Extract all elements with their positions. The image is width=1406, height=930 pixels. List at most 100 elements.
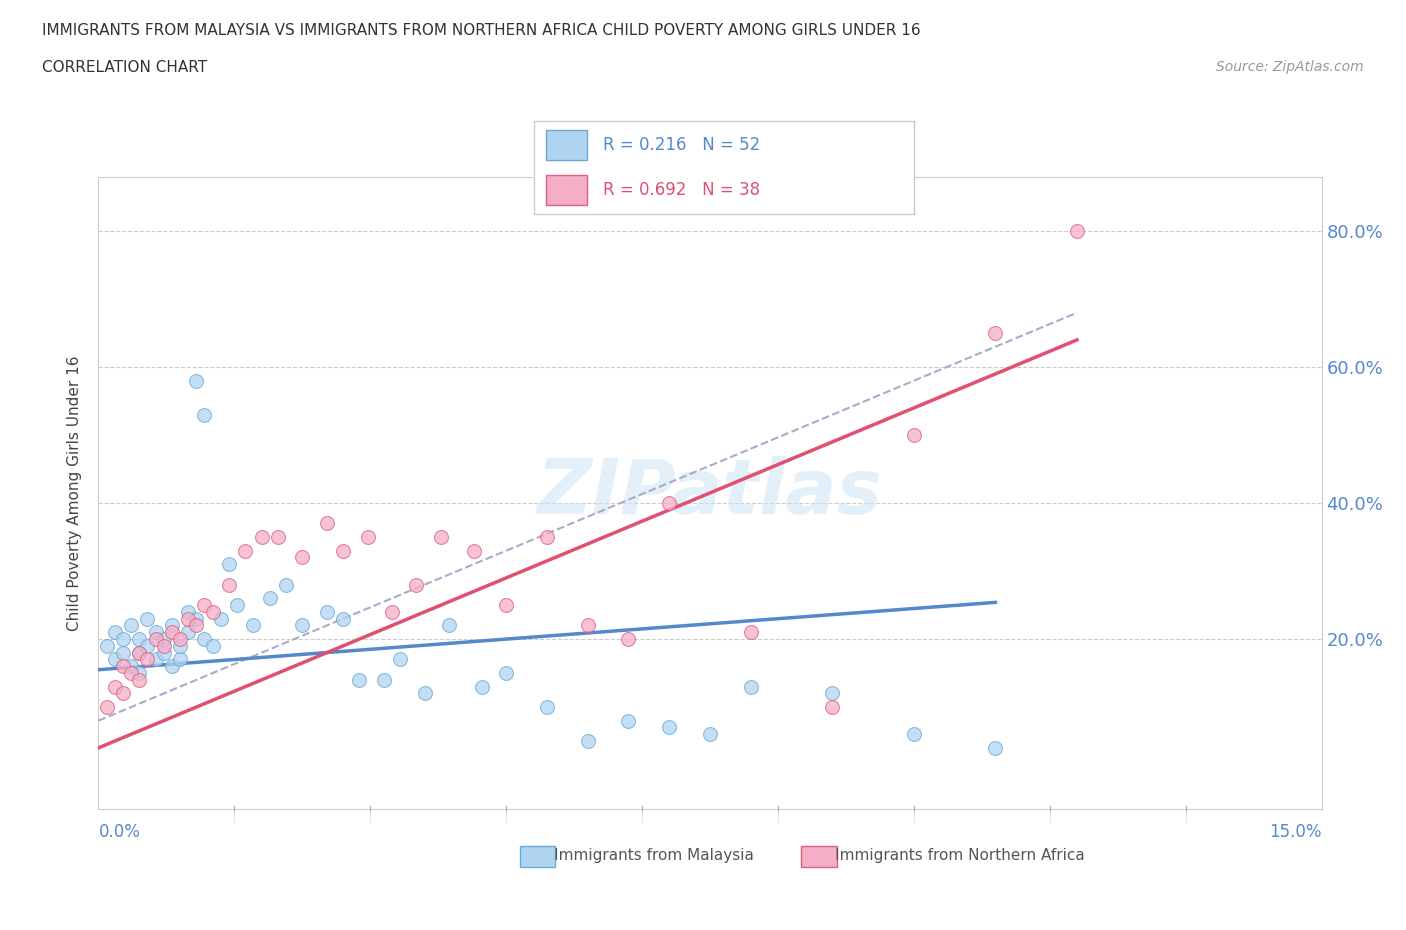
Point [186,373,208,388]
Text: IMMIGRANTS FROM MALAYSIA VS IMMIGRANTS FROM NORTHERN AFRICA CHILD POVERTY AMONG : IMMIGRANTS FROM MALAYSIA VS IMMIGRANTS F… [42,23,921,38]
Point [193,598,215,613]
Point [218,578,240,592]
Point [177,604,200,619]
Point [617,631,640,646]
Point [111,686,134,701]
Text: R = 0.692   N = 38: R = 0.692 N = 38 [603,180,759,199]
Point [903,428,925,443]
Point [160,618,183,633]
Point [984,326,1007,340]
Point [177,625,200,640]
Point [160,625,183,640]
Point [136,652,159,667]
Point [332,543,354,558]
Point [1066,223,1088,238]
Point [169,639,191,654]
Point [242,618,264,633]
Point [128,645,150,660]
Point [463,543,485,558]
Point [104,679,127,694]
Point [389,652,412,667]
Point [356,530,378,545]
Point [111,645,134,660]
Point [128,631,150,646]
Point [186,618,208,633]
Point [209,611,232,626]
Point [495,598,517,613]
Point [658,720,681,735]
Point [536,699,558,714]
Point [136,611,159,626]
Text: Source: ZipAtlas.com: Source: ZipAtlas.com [1216,60,1364,74]
Point [267,530,290,545]
Text: Immigrants from Northern Africa: Immigrants from Northern Africa [801,848,1085,863]
Point [495,666,517,681]
Point [96,699,118,714]
Point [193,407,215,422]
Point [740,625,762,640]
Point [332,611,354,626]
Point [291,618,314,633]
Point [177,611,200,626]
Point [145,652,167,667]
Point [576,618,599,633]
Point [984,740,1007,755]
Point [145,625,167,640]
Point [128,645,150,660]
Text: ZIPatlas: ZIPatlas [537,456,883,530]
Point [373,672,395,687]
Text: R = 0.216   N = 52: R = 0.216 N = 52 [603,136,759,154]
Point [104,625,127,640]
Point [349,672,371,687]
Point [699,727,721,742]
Point [111,631,134,646]
Point [471,679,494,694]
Point [120,666,142,681]
Point [576,734,599,749]
Point [903,727,925,742]
Point [104,652,127,667]
Point [96,639,118,654]
Point [128,666,150,681]
Text: Immigrants from Malaysia: Immigrants from Malaysia [520,848,754,863]
Point [152,631,174,646]
Point [169,631,191,646]
Point [186,611,208,626]
Point [291,550,314,565]
Point [169,652,191,667]
Point [193,631,215,646]
Point [152,639,174,654]
Point [413,686,436,701]
Point [111,658,134,673]
Point [136,639,159,654]
Point [437,618,460,633]
Point [315,516,337,531]
Text: 15.0%: 15.0% [1270,823,1322,841]
Point [226,598,249,613]
Point [381,604,404,619]
Point [145,631,167,646]
Point [128,672,150,687]
Text: CORRELATION CHART: CORRELATION CHART [42,60,207,75]
Point [658,496,681,511]
Bar [546,175,588,205]
Point [120,658,142,673]
Text: 0.0%: 0.0% [98,823,141,841]
Point [218,557,240,572]
Y-axis label: Child Poverty Among Girls Under 16: Child Poverty Among Girls Under 16 [67,355,83,631]
Point [201,604,224,619]
Point [740,679,762,694]
Point [259,591,281,605]
Point [536,530,558,545]
Point [315,604,337,619]
Point [821,686,844,701]
Point [152,645,174,660]
Point [250,530,273,545]
Point [120,618,142,633]
Point [617,713,640,728]
Point [430,530,453,545]
Point [160,658,183,673]
Point [405,578,427,592]
Point [201,639,224,654]
Point [233,543,256,558]
